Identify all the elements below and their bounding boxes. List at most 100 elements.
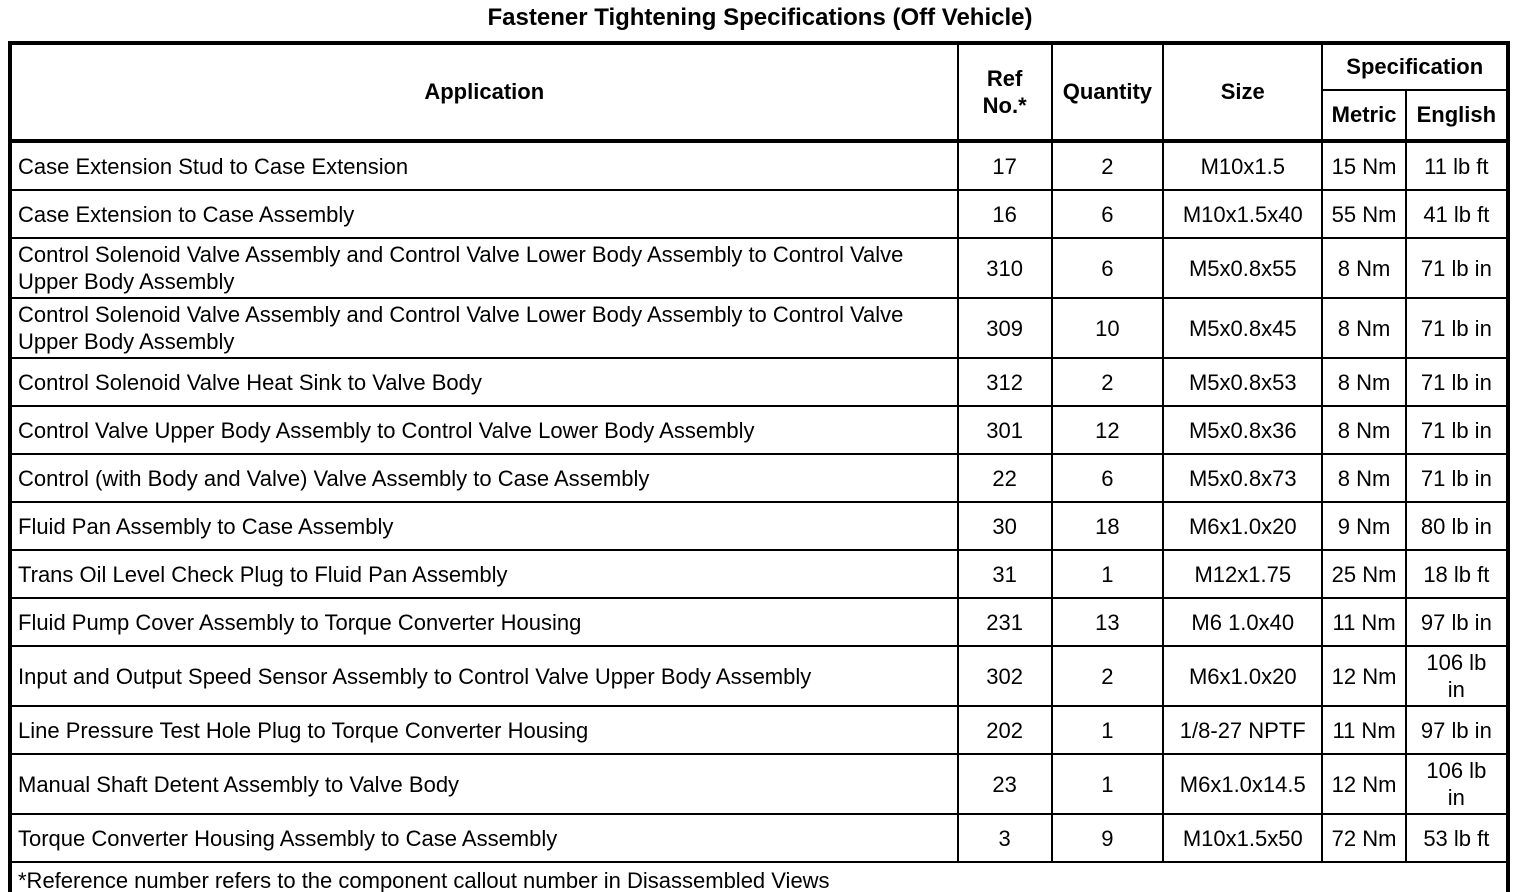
cell-ref-no: 302 xyxy=(956,645,1053,707)
cell-application: Control Solenoid Valve Assembly and Cont… xyxy=(9,237,959,299)
cell-application: Line Pressure Test Hole Plug to Torque C… xyxy=(9,705,959,755)
cell-english-text: 71 lb in xyxy=(1420,255,1492,281)
table-row: Control (with Body and Valve) Valve Asse… xyxy=(9,453,1510,503)
cell-english-text: 71 lb in xyxy=(1420,315,1492,341)
footnote-row: *Reference number refers to the componen… xyxy=(9,861,1509,892)
cell-english-text: 71 lb in xyxy=(1420,369,1492,395)
cell-application: Control (with Body and Valve) Valve Asse… xyxy=(9,453,959,503)
cell-size: M6x1.0x20 xyxy=(1162,501,1324,551)
cell-metric: 8 Nm xyxy=(1321,357,1407,407)
cell-metric: 12 Nm xyxy=(1321,753,1407,815)
table-row: Fluid Pan Assembly to Case Assembly 30 1… xyxy=(9,501,1510,551)
cell-ref-no: 312 xyxy=(956,357,1053,407)
cell-quantity: 18 xyxy=(1050,501,1165,551)
footnote-text: *Reference number refers to the componen… xyxy=(9,861,1509,892)
table-row: Fluid Pump Cover Assembly to Torque Conv… xyxy=(9,597,1510,647)
header-specification: Specification xyxy=(1321,42,1509,91)
cell-english: 71 lb in xyxy=(1404,357,1510,407)
cell-english-text: 41 lb ft xyxy=(1423,201,1490,227)
fastener-spec-table: Application Ref No.* Quantity Size Speci… xyxy=(8,41,1510,892)
cell-size: M10x1.5x50 xyxy=(1162,813,1324,863)
cell-quantity: 13 xyxy=(1050,597,1165,647)
cell-application: Fluid Pump Cover Assembly to Torque Conv… xyxy=(9,597,959,647)
cell-ref-no: 16 xyxy=(956,189,1053,239)
cell-quantity: 9 xyxy=(1050,813,1165,863)
cell-english-text: 71 lb in xyxy=(1420,465,1492,491)
cell-metric: 72 Nm xyxy=(1321,813,1407,863)
cell-english: 41 lb ft xyxy=(1404,189,1510,239)
table-row: Trans Oil Level Check Plug to Fluid Pan … xyxy=(9,549,1510,599)
cell-ref-no: 309 xyxy=(956,297,1053,359)
header-ref-no: Ref No.* xyxy=(956,42,1053,143)
cell-application: Control Solenoid Valve Heat Sink to Valv… xyxy=(9,357,959,407)
cell-size: M10x1.5x40 xyxy=(1162,189,1324,239)
cell-english-text: 97 lb in xyxy=(1420,609,1492,635)
cell-size: M5x0.8x55 xyxy=(1162,237,1324,299)
cell-size: M5x0.8x36 xyxy=(1162,405,1324,455)
cell-metric: 11 Nm xyxy=(1321,597,1407,647)
cell-english: 71 lb in xyxy=(1404,405,1510,455)
header-quantity: Quantity xyxy=(1050,42,1165,143)
cell-application: Input and Output Speed Sensor Assembly t… xyxy=(9,645,959,707)
cell-metric: 25 Nm xyxy=(1321,549,1407,599)
cell-metric: 8 Nm xyxy=(1321,297,1407,359)
table-row: Control Valve Upper Body Assembly to Con… xyxy=(9,405,1510,455)
cell-size: M6x1.0x14.5 xyxy=(1162,753,1324,815)
cell-ref-no: 3 xyxy=(956,813,1053,863)
header-row-units: Metric English xyxy=(10,89,1510,143)
table-row: Case Extension to Case Assembly 16 6 M10… xyxy=(9,189,1510,239)
cell-english-text: 71 lb in xyxy=(1420,417,1492,443)
table-row: Line Pressure Test Hole Plug to Torque C… xyxy=(9,705,1510,755)
cell-metric: 8 Nm xyxy=(1321,453,1407,503)
cell-metric: 8 Nm xyxy=(1321,405,1407,455)
cell-application: Control Solenoid Valve Assembly and Cont… xyxy=(9,297,959,359)
cell-ref-no: 17 xyxy=(956,140,1053,191)
cell-english: 106 lb in xyxy=(1404,645,1510,707)
cell-english-text: 11 lb ft xyxy=(1424,153,1489,179)
cell-quantity: 1 xyxy=(1050,705,1165,755)
cell-ref-no: 23 xyxy=(956,753,1053,815)
cell-english: 71 lb in xyxy=(1404,237,1510,299)
cell-english-text: 106 lb in xyxy=(1426,758,1487,810)
cell-ref-no: 231 xyxy=(956,597,1053,647)
cell-english-text: 53 lb ft xyxy=(1423,825,1490,851)
cell-english: 97 lb in xyxy=(1404,597,1510,647)
cell-ref-no: 30 xyxy=(956,501,1053,551)
cell-size: M10x1.5 xyxy=(1162,140,1324,191)
cell-quantity: 2 xyxy=(1050,357,1165,407)
cell-english: 53 lb ft xyxy=(1404,813,1510,863)
cell-quantity: 6 xyxy=(1050,237,1165,299)
cell-english-text: 97 lb in xyxy=(1420,717,1492,743)
cell-application: Case Extension to Case Assembly xyxy=(9,189,959,239)
cell-quantity: 2 xyxy=(1050,645,1165,707)
cell-metric: 9 Nm xyxy=(1321,501,1407,551)
cell-size: M5x0.8x45 xyxy=(1162,297,1324,359)
cell-english: 71 lb in xyxy=(1404,297,1510,359)
cell-english-text: 80 lb in xyxy=(1420,513,1492,539)
cell-metric: 8 Nm xyxy=(1321,237,1407,299)
header-application: Application xyxy=(9,42,959,143)
table-row: Control Solenoid Valve Assembly and Cont… xyxy=(9,237,1510,299)
cell-quantity: 1 xyxy=(1050,549,1165,599)
cell-quantity: 6 xyxy=(1050,189,1165,239)
cell-size: M6x1.0x20 xyxy=(1162,645,1324,707)
cell-ref-no: 202 xyxy=(956,705,1053,755)
table-row: Control Solenoid Valve Heat Sink to Valv… xyxy=(9,357,1510,407)
cell-quantity: 6 xyxy=(1050,453,1165,503)
cell-metric: 15 Nm xyxy=(1321,140,1407,191)
table-row: Manual Shaft Detent Assembly to Valve Bo… xyxy=(9,753,1510,815)
cell-ref-no: 31 xyxy=(956,549,1053,599)
cell-ref-no: 301 xyxy=(956,405,1053,455)
header-size: Size xyxy=(1162,42,1324,143)
cell-quantity: 2 xyxy=(1050,140,1165,191)
cell-quantity: 12 xyxy=(1050,405,1165,455)
table-row: Case Extension Stud to Case Extension 17… xyxy=(9,140,1510,191)
cell-english: 71 lb in xyxy=(1404,453,1510,503)
header-ref-no-text: Ref No.* xyxy=(982,66,1027,118)
cell-size: M5x0.8x73 xyxy=(1162,453,1324,503)
header-english: English xyxy=(1404,89,1510,143)
cell-quantity: 10 xyxy=(1050,297,1165,359)
cell-ref-no: 310 xyxy=(956,237,1053,299)
cell-size: M5x0.8x53 xyxy=(1162,357,1324,407)
cell-application: Case Extension Stud to Case Extension xyxy=(9,140,959,191)
